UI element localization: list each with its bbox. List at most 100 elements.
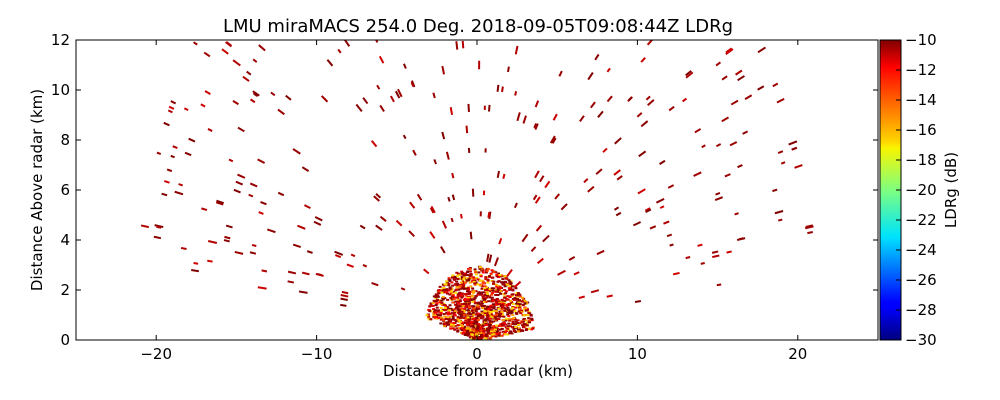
echo-mark [445, 311, 449, 314]
echo-mark [463, 329, 467, 332]
echo-mark [503, 309, 507, 312]
echo-mark [425, 314, 429, 317]
echo-mark [431, 302, 435, 305]
echo-mark [436, 298, 440, 301]
echo-mark [436, 295, 440, 298]
echo-mark [446, 298, 450, 301]
echo-mark [467, 147, 471, 154]
echo-mark [501, 278, 505, 281]
echo-mark [459, 281, 463, 284]
colorbar-tick-label: −22 [905, 211, 937, 229]
echo-mark [483, 285, 487, 288]
echo-mark [558, 70, 563, 77]
echo-mark [532, 194, 538, 201]
echo-mark [516, 328, 520, 331]
echo-mark [454, 291, 458, 294]
echo-mark [465, 271, 469, 274]
echo-mark [725, 48, 734, 56]
x-tick-label: 10 [628, 345, 647, 363]
echo-mark [442, 303, 446, 306]
echo-mark [260, 200, 267, 206]
echo-mark [501, 283, 505, 286]
echo-mark [515, 312, 519, 315]
echo-mark [481, 327, 485, 330]
echo-mark [517, 299, 521, 302]
echo-mark [494, 317, 498, 320]
echo-mark [437, 309, 441, 312]
echo-mark [463, 293, 467, 296]
echo-mark [638, 150, 647, 158]
echo-mark [479, 274, 483, 277]
echo-mark [442, 286, 446, 289]
echo-mark [527, 312, 531, 315]
echo-mark [507, 314, 511, 317]
echo-mark [490, 287, 494, 290]
echo-mark [444, 308, 448, 311]
echo-mark [451, 301, 455, 304]
echo-mark [504, 323, 508, 326]
echo-mark [451, 294, 455, 297]
echo-mark [298, 290, 308, 294]
colorbar-tick-label: −30 [905, 331, 937, 349]
echo-mark [449, 327, 453, 330]
echo-mark [427, 308, 431, 311]
echo-mark [486, 305, 490, 308]
echo-mark [694, 128, 702, 134]
echo-mark [458, 299, 462, 302]
echo-mark [509, 283, 513, 286]
echo-mark [474, 313, 478, 316]
echo-mark [449, 307, 453, 310]
echo-mark [514, 320, 518, 323]
echo-mark [301, 166, 310, 172]
echo-mark [757, 46, 767, 54]
echo-mark [434, 311, 438, 314]
echo-mark [221, 48, 229, 55]
echo-mark [487, 313, 491, 316]
echo-mark [455, 327, 459, 330]
echo-mark [449, 291, 453, 294]
echo-mark [457, 309, 461, 312]
echo-mark [512, 330, 516, 333]
echo-mark [516, 112, 521, 122]
echo-mark [252, 58, 258, 63]
echo-mark [476, 283, 480, 286]
echo-mark [490, 333, 494, 336]
echo-mark [504, 319, 508, 322]
echo-mark [232, 99, 239, 106]
echo-mark [484, 276, 488, 279]
echo-mark [492, 280, 496, 283]
echo-mark [505, 310, 509, 313]
echo-mark [486, 327, 490, 330]
echo-mark [494, 271, 498, 274]
echo-mark [791, 146, 797, 151]
echo-mark [464, 302, 468, 305]
echo-mark [493, 314, 497, 317]
echo-mark [666, 233, 673, 238]
echo-mark [500, 303, 504, 306]
echo-mark [477, 291, 481, 294]
echo-mark [520, 320, 524, 323]
echo-mark [467, 323, 471, 326]
echo-mark [459, 287, 463, 290]
echo-mark [465, 125, 469, 134]
echo-mark [521, 233, 529, 243]
echo-mark [513, 202, 518, 209]
echo-mark [467, 320, 471, 323]
echo-mark [228, 158, 234, 163]
echo-mark [252, 90, 260, 97]
echo-mark [471, 313, 475, 316]
echo-mark [462, 286, 466, 289]
echo-mark [505, 283, 509, 286]
y-tick-label: 0 [60, 331, 70, 349]
echo-mark [461, 305, 465, 308]
echo-mark [772, 82, 779, 88]
echo-mark [478, 314, 482, 317]
echo-mark [434, 297, 438, 300]
echo-mark [467, 310, 471, 313]
echo-mark [248, 193, 254, 198]
echo-mark [429, 318, 433, 321]
echo-mark [400, 287, 406, 291]
echo-mark [472, 337, 476, 340]
echo-mark [505, 304, 509, 307]
echo-mark [475, 276, 479, 279]
